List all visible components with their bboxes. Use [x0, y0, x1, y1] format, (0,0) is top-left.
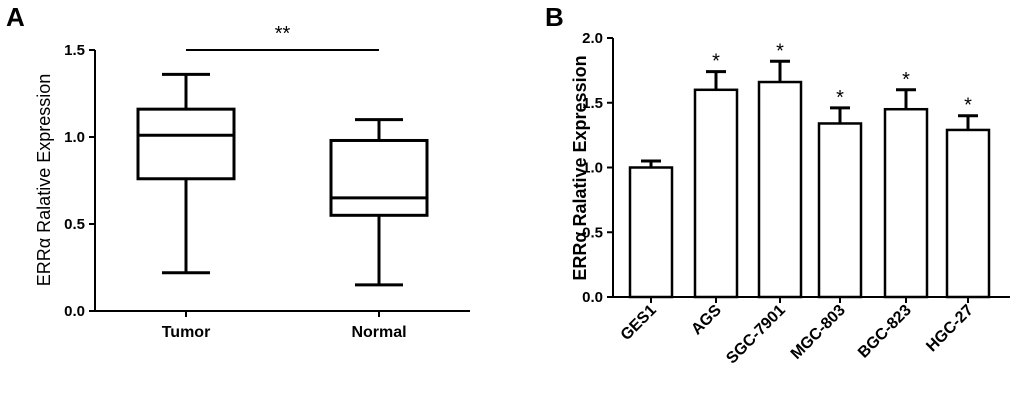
panel-a-y-tick-label: 0.5: [64, 216, 85, 233]
box-iqr: [136, 107, 236, 181]
bar: [628, 166, 674, 299]
panel-a: A ERRα Ralative Expression 0.0 0.5 1.0 1.5 T…: [6, 2, 470, 341]
significance-marker: *: [964, 95, 972, 117]
significance-marker: *: [776, 40, 784, 62]
panel-b-category-label: HGC-27: [923, 302, 977, 356]
panel-a-y-tick-label: 0.0: [64, 303, 85, 320]
panel-b-y-tick-label: 1.0: [582, 160, 603, 177]
panel-b-category-label: AGS: [688, 302, 725, 339]
significance-marker: *: [902, 69, 910, 91]
bar: [883, 107, 929, 299]
panel-a-y-tick-label: 1.5: [64, 42, 85, 59]
bar: [817, 122, 863, 299]
bar: [693, 88, 739, 299]
significance-marker: **: [275, 23, 291, 45]
panel-b-y-tick-label: 1.5: [582, 95, 603, 112]
box-iqr: [329, 138, 429, 217]
bar: [757, 80, 803, 299]
bar: [945, 128, 991, 299]
panel-b-category-label: MGC-803: [788, 302, 849, 363]
panel-b-y-tick-label: 0.5: [582, 224, 603, 241]
panel-a-category-label: Tumor: [162, 324, 211, 341]
significance-marker: *: [836, 87, 844, 109]
significance-marker: *: [712, 51, 720, 73]
panel-b: B ERRα Ralative Expression 0.0 0.5 1.0 1.5 2…: [545, 2, 1010, 367]
panel-b-category-label: BGC-823: [855, 302, 915, 362]
panel-b-category-label: GES1: [618, 302, 660, 344]
panel-b-label: B: [545, 2, 564, 32]
panel-a-y-axis-label: ERRα Ralative Expression: [34, 74, 54, 286]
panel-a-y-tick-label: 1.0: [64, 129, 85, 146]
panel-b-y-tick-label: 0.0: [582, 289, 603, 306]
panel-a-category-label: Normal: [351, 324, 406, 341]
panel-b-category-label: SGC-7901: [723, 302, 789, 368]
panel-b-y-tick-label: 2.0: [582, 30, 603, 47]
panel-b-y-axis-label: ERRα Ralative Expression: [570, 55, 590, 280]
panel-a-label: A: [6, 2, 25, 32]
